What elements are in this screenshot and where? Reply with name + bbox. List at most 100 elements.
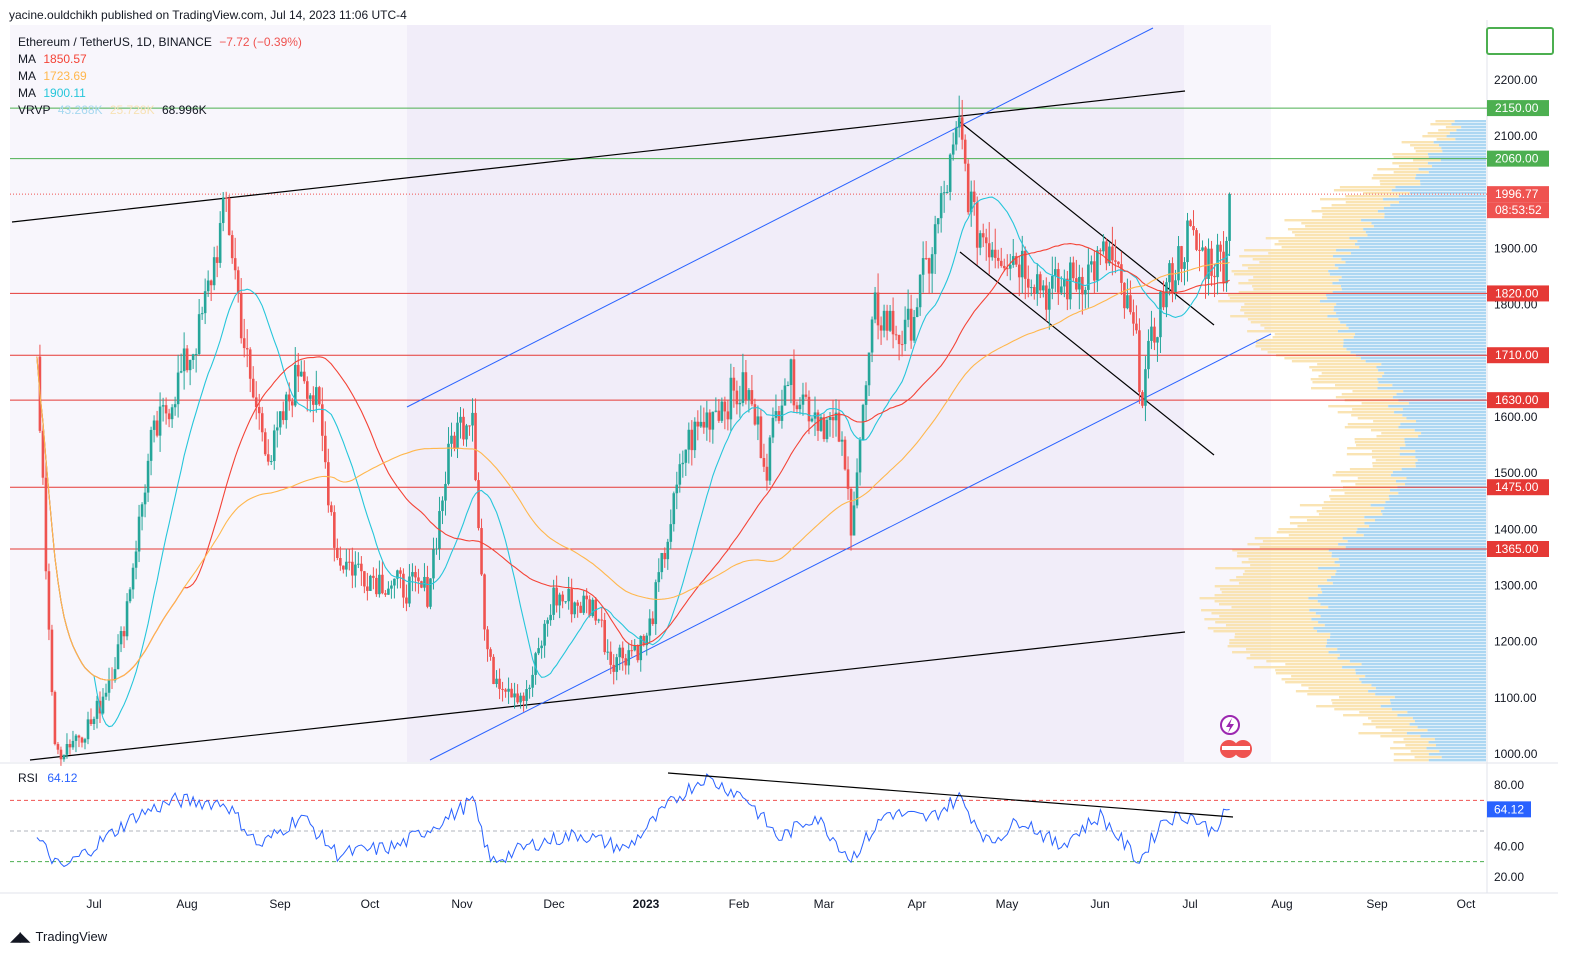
vp-bar-up [1393, 156, 1429, 159]
vp-bar-up [1331, 204, 1391, 207]
resistance-tag[interactable]: 2150.00 [1495, 101, 1539, 115]
legend-ma1-label[interactable]: MA [18, 52, 36, 66]
ma1-line[interactable] [36, 243, 1230, 681]
vp-bar-up [1352, 390, 1404, 393]
time-tick-label: Sep [1366, 897, 1388, 911]
vp-bar-up [1316, 705, 1381, 708]
vp-bar-down [1355, 669, 1486, 672]
vp-bar-down [1341, 276, 1486, 279]
candle-body [612, 664, 616, 672]
candle-body [1228, 194, 1231, 241]
vp-bar-up [1250, 654, 1340, 657]
candle-body [1023, 250, 1027, 279]
candle-body [606, 651, 610, 653]
candle-body [768, 437, 772, 481]
candle-body [660, 552, 664, 573]
candle-body [305, 381, 309, 399]
candle-body [1222, 251, 1225, 284]
candle-body [465, 425, 468, 440]
vp-bar-down [1367, 234, 1486, 237]
candle-body [810, 418, 814, 422]
candle-body [387, 588, 390, 595]
legend-ma3-label[interactable]: MA [18, 86, 36, 100]
last-price-tag[interactable]: 1996.77 [1495, 187, 1539, 201]
vp-bar-up [1247, 318, 1339, 321]
vp-bar-up [1328, 405, 1389, 408]
vp-bar-down [1374, 519, 1486, 522]
support-tag[interactable]: 1475.00 [1495, 480, 1539, 494]
upper-wedge-trendline[interactable] [11, 90, 1186, 223]
vp-bar-up [1291, 675, 1366, 678]
vp-bar-down [1349, 237, 1486, 240]
countdown-tag[interactable]: 08:53:52 [1495, 203, 1542, 217]
vp-bar-down [1337, 330, 1486, 333]
vp-bar-down [1311, 618, 1486, 621]
candle-body [269, 461, 273, 463]
vp-bar-up [1346, 453, 1400, 456]
candle-body [221, 197, 225, 224]
resistance-tag[interactable]: 2060.00 [1495, 152, 1539, 166]
flag-lower-line[interactable] [959, 251, 1215, 456]
channel-upper-line[interactable] [406, 27, 1154, 408]
rsi-legend-label[interactable]: RSI [18, 771, 39, 785]
last-price-tag-bg [1487, 186, 1549, 203]
candle-body [1207, 248, 1210, 279]
vp-bar-up [1247, 543, 1339, 546]
vp-bar-down [1338, 543, 1486, 546]
footer-brand[interactable]: TradingView [35, 929, 108, 944]
vp-bar-up [1272, 336, 1354, 339]
vp-bar-down [1415, 462, 1486, 465]
candle-body [927, 258, 931, 274]
candle-body [534, 653, 537, 675]
channel-lower-line[interactable] [429, 333, 1272, 761]
vp-bar-up [1292, 231, 1366, 234]
vp-bar-up [1207, 627, 1314, 630]
ma3-line[interactable] [36, 196, 1231, 728]
vp-bar-down [1390, 489, 1486, 492]
lower-wedge-trendline[interactable] [29, 631, 1186, 761]
legend-ma2-label[interactable]: MA [18, 69, 36, 83]
candle-body [588, 599, 591, 617]
vp-bar-up [1265, 237, 1350, 240]
rsi-trendline[interactable] [667, 772, 1234, 818]
candle-body [1017, 264, 1021, 278]
candle-body [987, 243, 991, 258]
legend-symbol[interactable]: Ethereum / TetherUS, 1D, BINANCE [18, 35, 212, 49]
ma2-line[interactable] [36, 261, 1230, 681]
vp-bar-down [1319, 300, 1486, 303]
candle-body [792, 359, 796, 406]
support-tag[interactable]: 1365.00 [1495, 542, 1539, 556]
candle-body [1165, 282, 1168, 308]
support-tag[interactable]: 1820.00 [1495, 286, 1539, 300]
vp-bar-down [1326, 294, 1486, 297]
candle-body [540, 645, 543, 649]
candles [38, 95, 1231, 766]
vp-bar-up [1264, 327, 1349, 330]
vp-bar-up [1332, 702, 1391, 705]
candle-body [167, 413, 171, 420]
vp-bar-down [1396, 393, 1486, 396]
legend-vrvp-label[interactable]: VRVP [18, 103, 51, 117]
candle-body [152, 420, 156, 430]
candle-body [462, 416, 465, 440]
candle-body [1057, 269, 1060, 293]
candle-body [360, 563, 363, 572]
candle-body [801, 394, 805, 405]
rsi-line[interactable] [36, 773, 1230, 868]
candle-body [1105, 241, 1108, 264]
support-tag[interactable]: 1630.00 [1495, 393, 1539, 407]
vp-bar-down [1400, 423, 1486, 426]
candle-body [363, 571, 366, 587]
candle-body [86, 719, 90, 740]
candle-body [702, 421, 706, 428]
candle-body [324, 435, 327, 463]
candle-body [417, 577, 420, 582]
candle-body [690, 429, 694, 451]
candle-body [795, 405, 799, 410]
support-tag[interactable]: 1710.00 [1495, 348, 1539, 362]
candle-body [1120, 264, 1123, 283]
vp-bar-down [1391, 708, 1486, 711]
candle-body [648, 618, 652, 636]
rsi-tag[interactable]: 64.12 [1494, 802, 1524, 816]
